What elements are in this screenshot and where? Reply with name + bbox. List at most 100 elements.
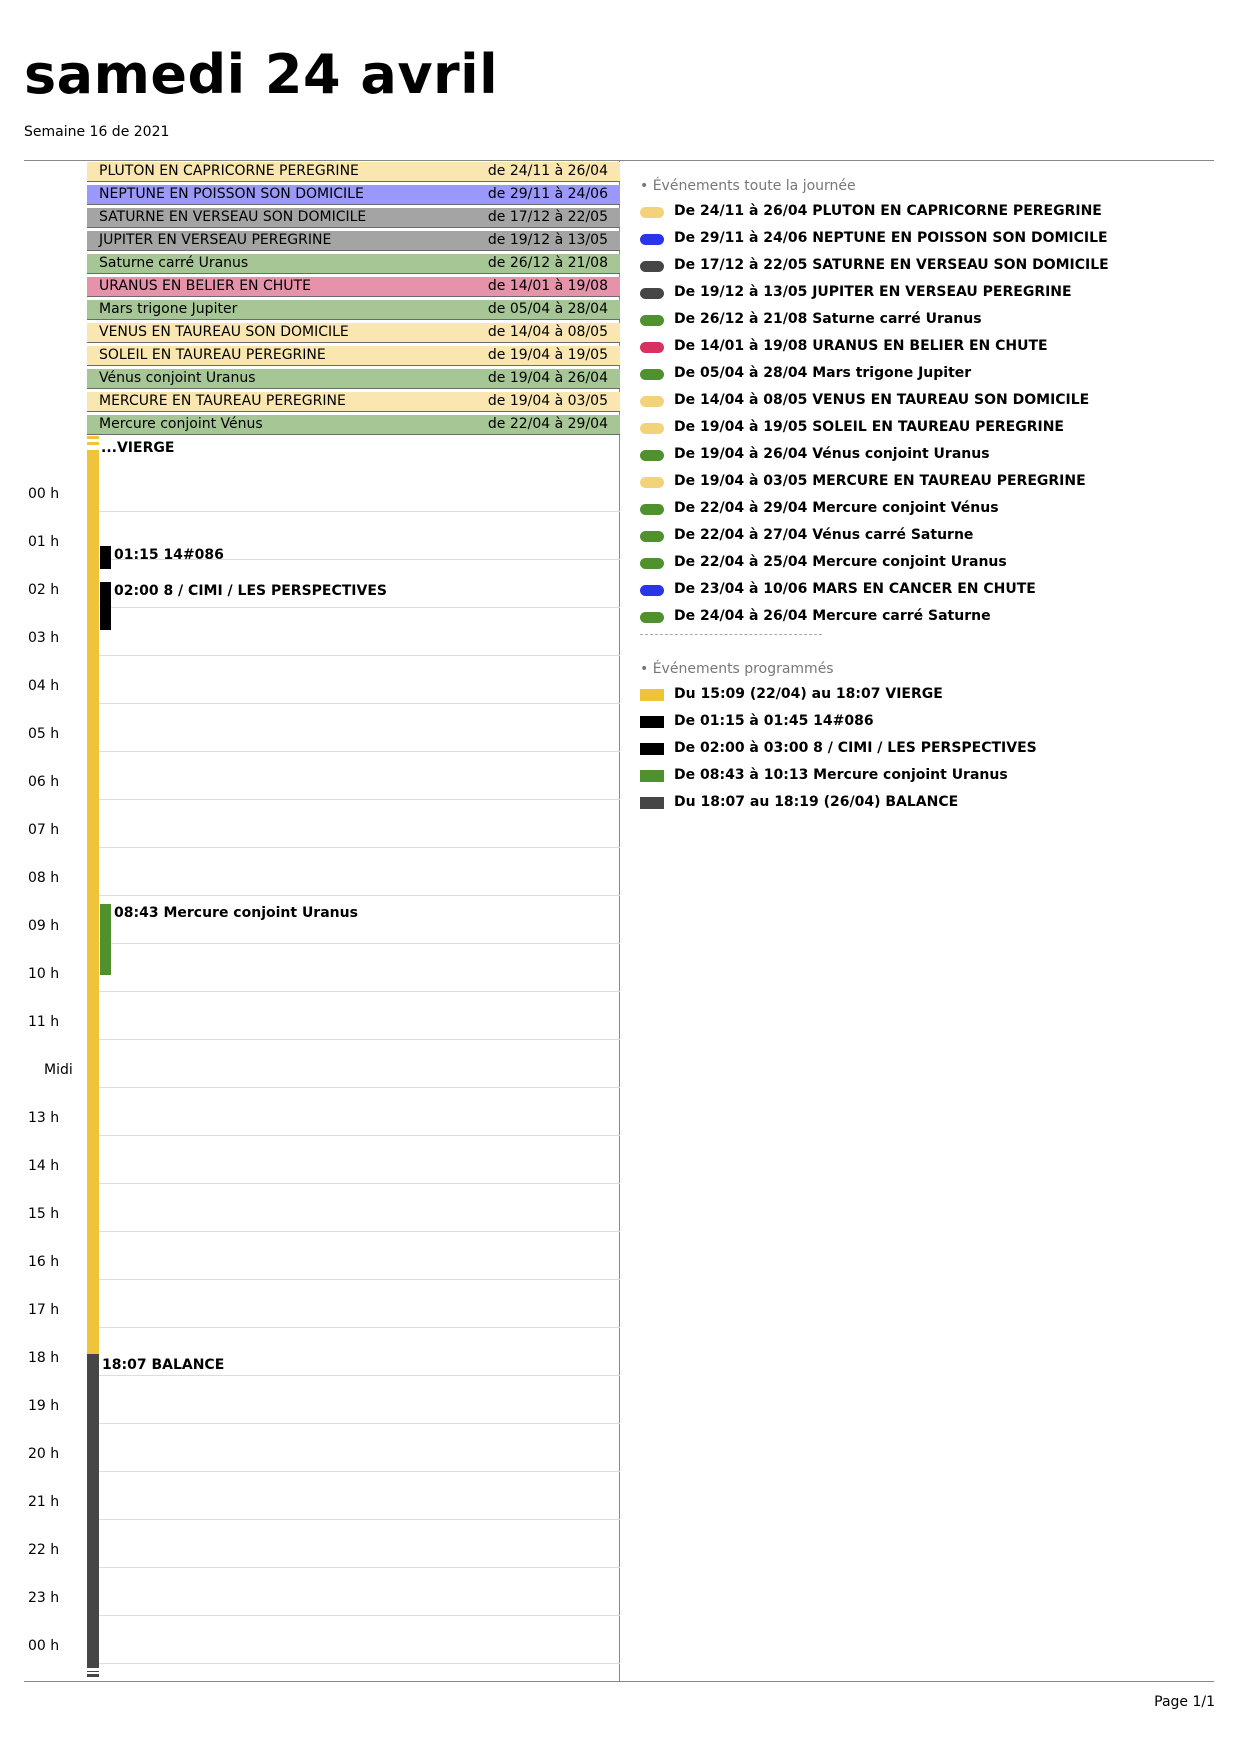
color-pill-icon	[640, 585, 664, 596]
column-divider	[619, 160, 620, 1681]
hour-label: 04 h	[28, 678, 60, 694]
allday-event-dates: de 19/04 à 26/04	[487, 370, 608, 386]
allday-event-title: Saturne carré Uranus	[99, 255, 249, 271]
hour-label: 11 h	[28, 1014, 60, 1030]
vierge-continue-marker	[87, 442, 99, 445]
allday-event-title: JUPITER EN VERSEAU PEREGRINE	[99, 232, 332, 248]
color-pill-icon	[640, 315, 664, 326]
legend-item-text: De 08:43 à 10:13 Mercure conjoint Uranus	[674, 767, 1008, 783]
legend-item-text: De 14/04 à 08/05 VENUS EN TAUREAU SON DO…	[674, 392, 1090, 408]
legend-item-text: De 29/11 à 24/06 NEPTUNE EN POISSON SON …	[674, 230, 1108, 246]
allday-event-title: Vénus conjoint Uranus	[99, 370, 256, 386]
legend-item-text: Du 15:09 (22/04) au 18:07 VIERGE	[674, 686, 943, 702]
event-cimi-label: 02:00 8 / CIMI / LES PERSPECTIVES	[114, 583, 387, 599]
allday-event-dates: de 29/11 à 24/06	[487, 186, 608, 202]
hour-gridline	[87, 943, 620, 944]
legend-item-text: De 19/12 à 13/05 JUPITER EN VERSEAU PERE…	[674, 284, 1072, 300]
event-cimi-bar[interactable]	[100, 582, 111, 630]
color-pill-icon	[640, 612, 664, 623]
allday-legend-heading: • Événements toute la journée	[640, 178, 856, 194]
color-pill-icon	[640, 288, 664, 299]
allday-event[interactable]: NEPTUNE EN POISSON SON DOMICILE de 29/11 …	[87, 185, 620, 205]
allday-event[interactable]: JUPITER EN VERSEAU PEREGRINE de 19/12 à 1…	[87, 231, 620, 251]
allday-event[interactable]: PLUTON EN CAPRICORNE PEREGRINE de 24/11 à…	[87, 162, 620, 182]
allday-event[interactable]: VENUS EN TAUREAU SON DOMICILE de 14/04 à …	[87, 323, 620, 343]
event-mercure-uranus-bar[interactable]	[100, 904, 111, 975]
color-pill-icon	[640, 450, 664, 461]
allday-event-dates: de 14/01 à 19/08	[487, 278, 608, 294]
hour-gridline	[87, 559, 620, 560]
color-pill-icon	[640, 342, 664, 353]
allday-event-dates: de 24/11 à 26/04	[487, 163, 608, 179]
hour-gridline	[87, 1327, 620, 1328]
vierge-continue-marker	[87, 436, 99, 439]
legend-item-text: De 24/11 à 26/04 PLUTON EN CAPRICORNE PE…	[674, 203, 1102, 219]
hour-gridline	[87, 607, 620, 608]
hour-gridline	[87, 895, 620, 896]
hour-gridline	[87, 1279, 620, 1280]
page-title: samedi 24 avril	[24, 43, 499, 106]
event-14086-label: 01:15 14#086	[114, 547, 224, 563]
color-pill-icon	[640, 477, 664, 488]
hour-label: 14 h	[28, 1158, 60, 1174]
allday-event[interactable]: Mars trigone Jupiter de 05/04 à 28/04	[87, 300, 620, 320]
allday-event-title: MERCURE EN TAUREAU PEREGRINE	[99, 393, 346, 409]
allday-event[interactable]: Vénus conjoint Uranus de 19/04 à 26/04	[87, 369, 620, 389]
color-square-icon	[640, 689, 664, 701]
hour-gridline	[87, 1087, 620, 1088]
hour-gridline	[87, 1567, 620, 1568]
allday-event-dates: de 05/04 à 28/04	[487, 301, 608, 317]
allday-event[interactable]: Mercure conjoint Vénus de 22/04 à 29/04	[87, 415, 620, 435]
allday-event-title: SATURNE EN VERSEAU SON DOMICILE	[99, 209, 367, 225]
hour-label: 15 h	[28, 1206, 60, 1222]
color-pill-icon	[640, 558, 664, 569]
allday-event-dates: de 17/12 à 22/05	[487, 209, 608, 225]
color-square-icon	[640, 770, 664, 782]
color-square-icon	[640, 797, 664, 809]
allday-event-dates: de 22/04 à 29/04	[487, 416, 608, 432]
legend-item-text: De 14/01 à 19/08 URANUS EN BELIER EN CHU…	[674, 338, 1048, 354]
legend-separator	[640, 634, 822, 635]
hour-label: 23 h	[28, 1590, 60, 1606]
hour-gridline	[87, 1471, 620, 1472]
hour-gridline	[87, 1663, 620, 1664]
hour-gridline	[87, 1135, 620, 1136]
legend-item-text: De 02:00 à 03:00 8 / CIMI / LES PERSPECT…	[674, 740, 1037, 756]
color-pill-icon	[640, 531, 664, 542]
hour-label: 07 h	[28, 822, 60, 838]
allday-event-dates: de 19/04 à 19/05	[487, 347, 608, 363]
hour-gridline	[87, 1039, 620, 1040]
allday-event[interactable]: SATURNE EN VERSEAU SON DOMICILE de 17/12 …	[87, 208, 620, 228]
legend-item-text: De 05/04 à 28/04 Mars trigone Jupiter	[674, 365, 972, 381]
color-pill-icon	[640, 396, 664, 407]
allday-event[interactable]: MERCURE EN TAUREAU PEREGRINE de 19/04 à 0…	[87, 392, 620, 412]
vierge-bar[interactable]	[87, 450, 99, 1354]
allday-event[interactable]: SOLEIL EN TAUREAU PEREGRINE de 19/04 à 19…	[87, 346, 620, 366]
balance-continue-marker	[87, 1674, 99, 1677]
hour-label: 03 h	[28, 630, 60, 646]
color-pill-icon	[640, 369, 664, 380]
balance-bar[interactable]	[87, 1354, 99, 1672]
hour-label: 00 h	[28, 486, 60, 502]
hour-label: 08 h	[28, 870, 60, 886]
allday-event-title: NEPTUNE EN POISSON SON DOMICILE	[99, 186, 364, 202]
bottom-divider	[24, 1681, 1214, 1682]
hour-gridline	[87, 703, 620, 704]
legend-item-text: De 22/04 à 27/04 Vénus carré Saturne	[674, 527, 974, 543]
allday-event[interactable]: Saturne carré Uranus de 26/12 à 21/08	[87, 254, 620, 274]
hour-label: 05 h	[28, 726, 60, 742]
hour-gridline	[87, 1183, 620, 1184]
allday-event-title: Mars trigone Jupiter	[99, 301, 238, 317]
color-pill-icon	[640, 234, 664, 245]
hour-label: 10 h	[28, 966, 60, 982]
allday-event[interactable]: URANUS EN BELIER EN CHUTE de 14/01 à 19/0…	[87, 277, 620, 297]
allday-event-title: PLUTON EN CAPRICORNE PEREGRINE	[99, 163, 359, 179]
allday-event-dates: de 19/12 à 13/05	[487, 232, 608, 248]
event-14086-bar[interactable]	[100, 546, 111, 569]
allday-event-dates: de 14/04 à 08/05	[487, 324, 608, 340]
hour-label: 21 h	[28, 1494, 60, 1510]
allday-event-title: Mercure conjoint Vénus	[99, 416, 263, 432]
legend-item-text: De 01:15 à 01:45 14#086	[674, 713, 874, 729]
hour-label: 09 h	[28, 918, 60, 934]
legend-item-text: De 17/12 à 22/05 SATURNE EN VERSEAU SON …	[674, 257, 1109, 273]
